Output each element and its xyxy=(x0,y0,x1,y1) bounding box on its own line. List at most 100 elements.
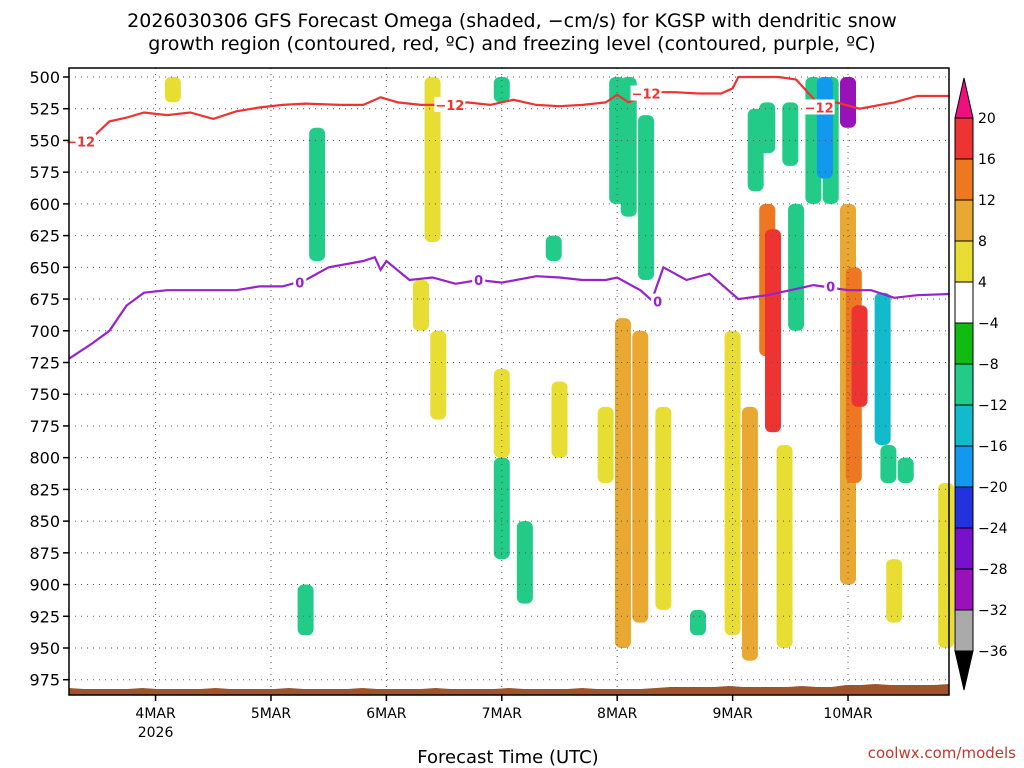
omega-patch xyxy=(297,584,314,636)
omega-patch xyxy=(493,77,510,103)
omega-patch xyxy=(776,444,793,648)
omega-patch xyxy=(874,292,891,445)
y-tick-label: 750 xyxy=(29,385,60,404)
omega-patch xyxy=(741,406,758,661)
colorbar-label: −4 xyxy=(978,316,999,332)
x-axis-ticks: 4MAR 2026 5MAR 6MAR 7MAR 8MAR 9MAR 10MAR xyxy=(135,695,873,741)
omega-patch xyxy=(493,457,510,560)
omega-patch xyxy=(424,77,441,242)
omega-patch xyxy=(545,235,562,261)
chart-title-line-1: 2026030306 GFS Forecast Omega (shaded, −… xyxy=(127,10,897,32)
y-tick-label: 800 xyxy=(29,449,60,468)
contour-label: 0 xyxy=(474,274,483,289)
omega-patch xyxy=(938,483,955,648)
omega-patch xyxy=(638,115,655,281)
contour-label-bg xyxy=(651,293,665,309)
contour-label: −12 xyxy=(632,87,661,102)
colorbar-segment xyxy=(954,158,974,201)
colorbar-segment xyxy=(954,486,974,529)
contour-label: −12 xyxy=(435,99,464,114)
omega-patch xyxy=(816,77,833,179)
colorbar: 20 16 12 8 4 −4 −8 −12 −16 −20 −24 −28 −32 −36 xyxy=(954,77,1008,691)
y-tick-label: 950 xyxy=(29,639,60,658)
x-tick-label: 5MAR xyxy=(251,706,292,722)
contour-label-bg xyxy=(472,272,486,288)
colorbar-segment xyxy=(954,527,974,570)
y-tick-label: 850 xyxy=(29,512,60,531)
colorbar-label: −36 xyxy=(978,644,1008,660)
colorbar-label: 16 xyxy=(978,152,996,168)
omega-patch xyxy=(164,77,181,103)
omega-patch xyxy=(516,521,533,604)
y-tick-label: 900 xyxy=(29,576,60,595)
omega-patch xyxy=(430,330,447,420)
omega-patch xyxy=(597,406,614,484)
contour-label-bg xyxy=(293,274,307,290)
terrain-ground xyxy=(69,684,949,695)
colorbar-segment xyxy=(954,240,974,283)
omega-patch xyxy=(840,77,857,128)
freezing-level-line xyxy=(68,255,950,360)
omega-patch xyxy=(493,368,510,458)
omega-patch xyxy=(782,102,799,166)
contour-label-bg xyxy=(803,99,835,115)
colorbar-label: 4 xyxy=(978,275,987,291)
contour-label-bg xyxy=(65,133,97,149)
omega-patch xyxy=(759,102,776,154)
omega-patch xyxy=(689,609,706,636)
contour-label: 0 xyxy=(653,296,662,311)
contour-label: −12 xyxy=(805,101,834,116)
y-tick-label: 525 xyxy=(29,100,60,119)
omega-patch xyxy=(655,406,672,610)
colorbar-segment xyxy=(954,404,974,447)
y-tick-label: 825 xyxy=(29,480,60,499)
y-tick-label: 550 xyxy=(29,131,60,150)
y-tick-label: 775 xyxy=(29,417,60,436)
plot-frame xyxy=(68,67,950,696)
y-tick-label: 975 xyxy=(29,671,60,690)
omega-patch xyxy=(897,457,914,484)
colorbar-label: −24 xyxy=(978,521,1008,537)
omega-patch xyxy=(551,381,568,458)
omega-patch xyxy=(880,444,897,484)
omega-patch xyxy=(309,127,326,261)
colorbar-label: −16 xyxy=(978,439,1008,455)
colorbar-segment xyxy=(954,322,974,365)
y-tick-label: 500 xyxy=(29,68,60,87)
grid-lines xyxy=(69,68,949,695)
omega-shading xyxy=(164,77,955,661)
chart-title-line-2: growth region (contoured, red, ºC) and f… xyxy=(148,33,875,55)
colorbar-label: 20 xyxy=(978,111,996,127)
x-tick-label: 10MAR xyxy=(823,706,872,722)
colorbar-label: −20 xyxy=(978,480,1008,496)
x-tick-label: 6MAR xyxy=(366,706,407,722)
y-tick-label: 700 xyxy=(29,322,60,341)
omega-patch xyxy=(788,203,805,331)
omega-patch xyxy=(413,280,429,331)
contour-label-bg xyxy=(824,278,838,294)
colorbar-segment xyxy=(954,445,974,488)
omega-patch xyxy=(614,318,631,648)
y-tick-label: 925 xyxy=(29,607,60,626)
contour-label-bg xyxy=(630,85,662,101)
y-tick-label: 625 xyxy=(29,227,60,246)
contour-lines: −12 −12 −12 −12 0 0 0 0 xyxy=(65,75,950,360)
colorbar-bottom-arrow xyxy=(954,650,974,691)
colorbar-label: −12 xyxy=(978,398,1008,414)
credit-text: coolwx.com/models xyxy=(868,744,1016,762)
y-tick-label: 600 xyxy=(29,195,60,214)
x-tick-label: 9MAR xyxy=(712,706,753,722)
colorbar-segment xyxy=(954,568,974,611)
terrain-fill xyxy=(69,684,949,695)
colorbar-label: 12 xyxy=(978,193,996,209)
x-tick-sublabel: 2026 xyxy=(138,725,174,741)
omega-patch xyxy=(851,305,868,407)
colorbar-segment xyxy=(954,117,974,160)
colorbar-label: −28 xyxy=(978,562,1008,578)
y-tick-label: 725 xyxy=(29,354,60,373)
omega-patch xyxy=(765,229,781,433)
omega-patch xyxy=(886,559,903,623)
omega-patch xyxy=(632,330,649,623)
colorbar-segment xyxy=(954,609,974,652)
